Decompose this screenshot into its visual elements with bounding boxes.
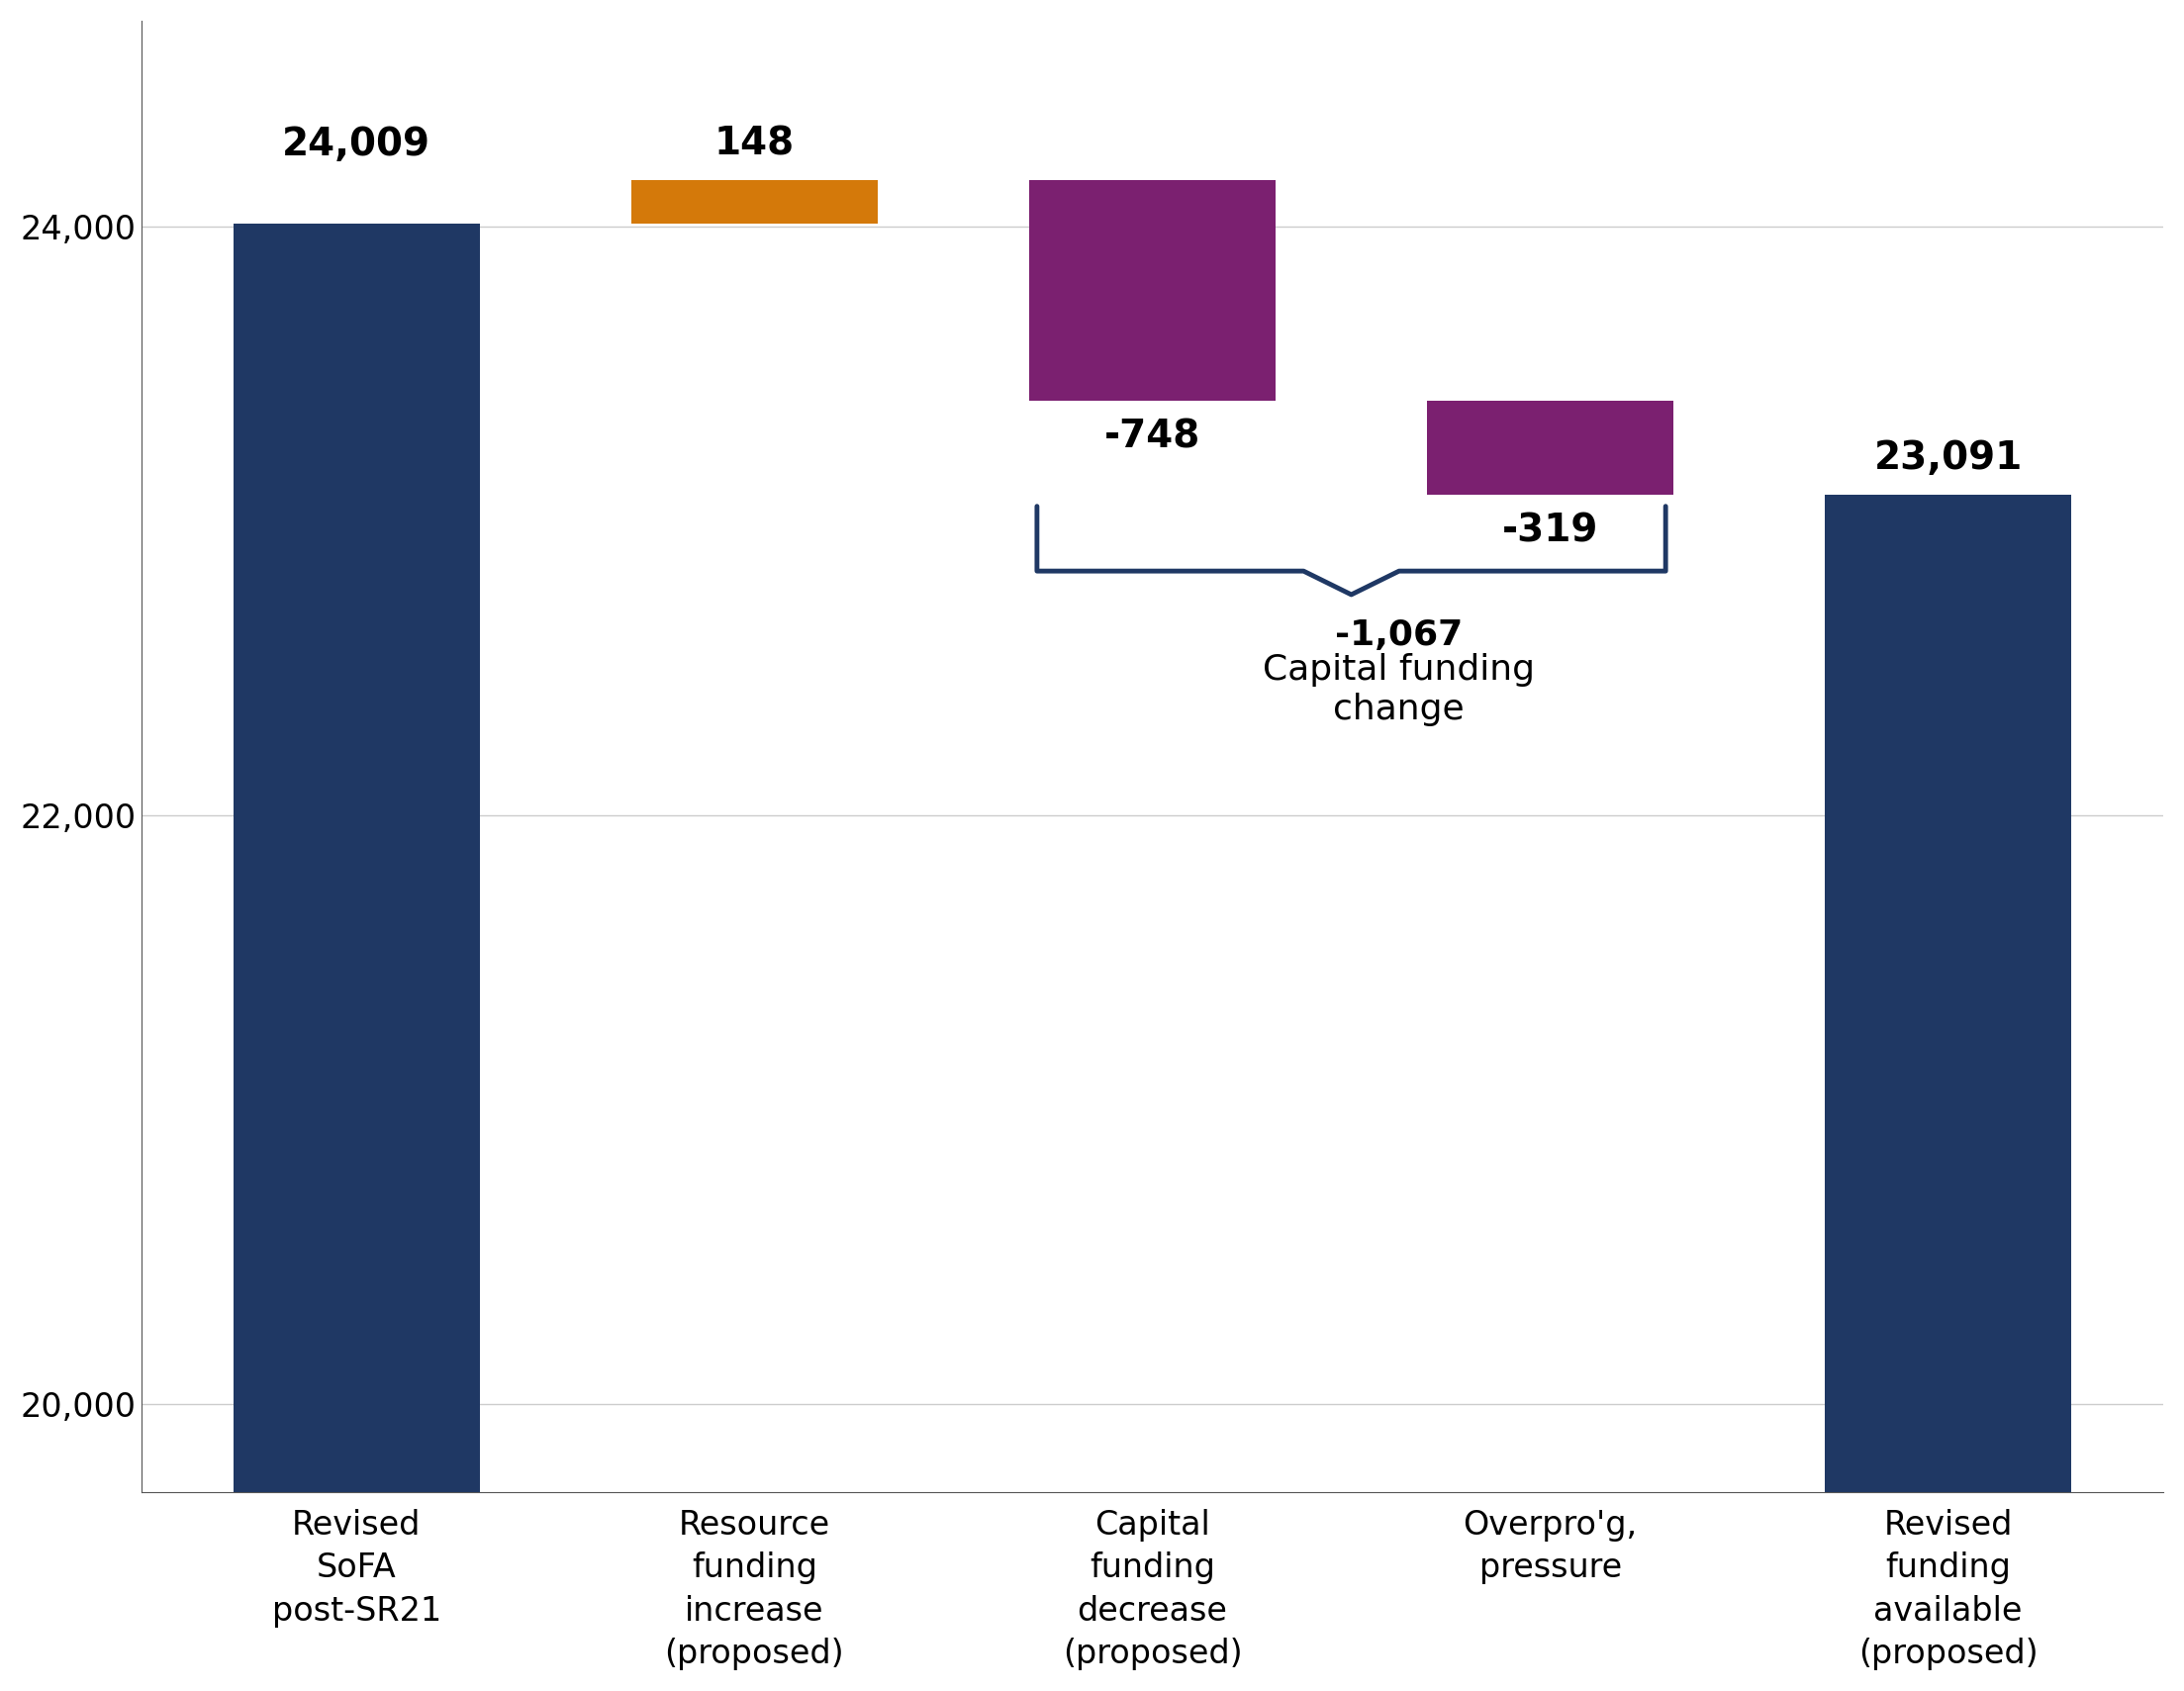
Text: -1,067: -1,067	[1334, 619, 1463, 651]
Bar	[1029, 181, 1275, 401]
Text: -748: -748	[1105, 418, 1201, 457]
Bar	[631, 181, 878, 223]
Bar	[234, 223, 480, 1691]
Text: -319: -319	[1503, 512, 1599, 550]
Text: 23,091: 23,091	[1874, 440, 2022, 477]
Text: Capital funding
change: Capital funding change	[1262, 653, 1535, 725]
Bar	[1426, 401, 1673, 494]
Text: 148: 148	[714, 125, 795, 162]
Text: 24,009: 24,009	[282, 125, 430, 162]
Bar	[1826, 494, 2070, 1691]
